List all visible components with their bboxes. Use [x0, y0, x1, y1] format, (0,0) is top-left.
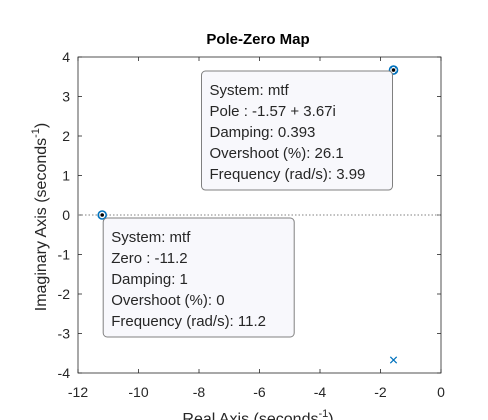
y-axis-label-text: Imaginary Axis (seconds: [33, 138, 50, 311]
x-tick-label: -10: [128, 384, 148, 400]
x-axis-label: Real Axis (seconds-1): [182, 408, 333, 420]
datatip-line: Zero : -11.2: [111, 250, 187, 267]
datatip-line: Frequency (rad/s): 3.99: [210, 166, 366, 183]
y-tick-label: 0: [62, 207, 70, 223]
x-tick-label: -6: [253, 384, 266, 400]
datatip-line: Damping: 0.393: [210, 124, 316, 141]
datatip-line: System: mtf: [111, 229, 191, 246]
datatip-box: [201, 70, 394, 191]
x-tick-label: -4: [314, 384, 327, 400]
y-axis-label: Imaginary Axis (seconds-1): [30, 123, 50, 312]
x-tick-label: -12: [68, 384, 88, 400]
x-axis-label-exponent: -1: [318, 408, 328, 420]
datatip-marker: [390, 67, 397, 73]
x-tick-label: -8: [193, 384, 206, 400]
chart-title: Pole-Zero Map: [206, 31, 309, 48]
y-axis-label-exponent: -1: [30, 128, 42, 138]
y-tick-label: 2: [62, 128, 70, 144]
pole-marker: [389, 356, 398, 364]
y-tick-label: 4: [62, 49, 70, 65]
x-axis-label-text: Real Axis (seconds: [182, 411, 318, 420]
datatip-line: Damping: 1: [111, 271, 188, 288]
y-tick-label: 1: [62, 168, 70, 184]
y-tick-label: -4: [58, 365, 71, 381]
x-tick-label: 0: [437, 384, 445, 400]
y-tick-label: 3: [62, 89, 70, 105]
x-axis-label-close: ): [328, 411, 333, 420]
datatip-box: [102, 217, 295, 338]
datatip-line: System: mtf: [210, 82, 290, 99]
datatip-line: Overshoot (%): 26.1: [210, 145, 344, 162]
zero-marker: [388, 65, 399, 75]
datatip-line: Pole : -1.57 + 3.67i: [210, 103, 336, 120]
y-tick-label: -1: [58, 247, 71, 263]
datatip-line: Frequency (rad/s): 11.2: [111, 313, 266, 330]
x-tick-label: -2: [374, 384, 387, 400]
y-tick-label: -3: [58, 326, 71, 342]
zero-marker: [97, 210, 107, 220]
datatip-line: Overshoot (%): 0: [111, 292, 224, 309]
datatip-marker: [99, 212, 105, 218]
y-axis-label-close: ): [33, 123, 50, 128]
y-tick-label: -2: [58, 286, 71, 302]
